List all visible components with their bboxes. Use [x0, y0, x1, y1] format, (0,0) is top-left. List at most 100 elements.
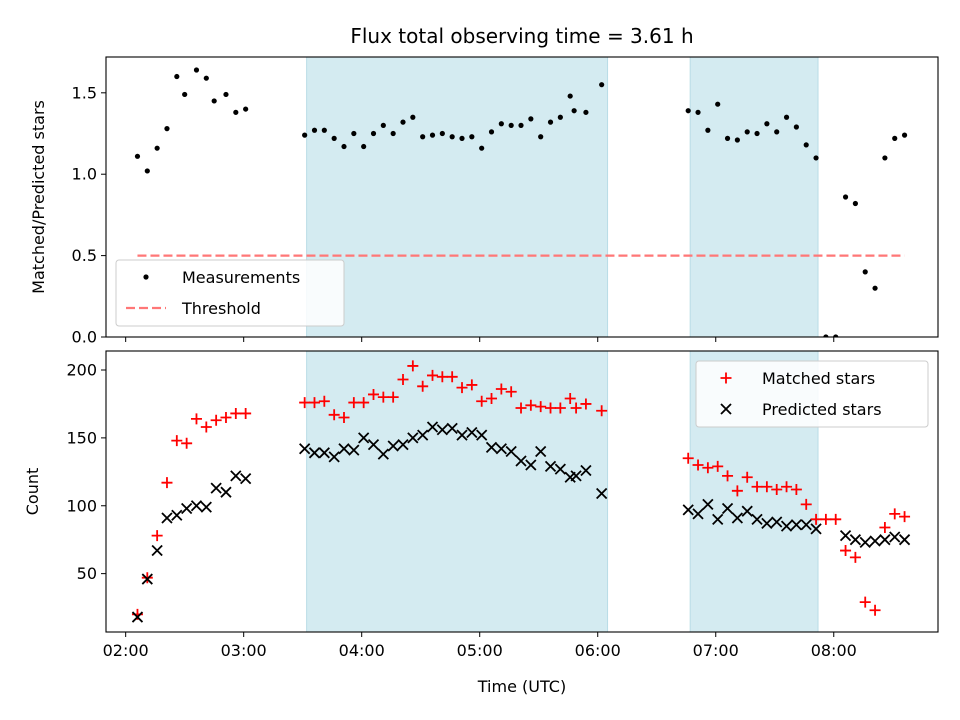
y-tick-label: 150: [66, 428, 97, 447]
data-point: [410, 114, 416, 120]
data-point: [872, 285, 878, 291]
data-point: [580, 464, 592, 477]
data-point: [722, 470, 734, 482]
data-point: [328, 409, 340, 421]
data-point: [810, 513, 822, 525]
data-point: [141, 572, 153, 584]
data-point: [761, 481, 773, 493]
data-point: [377, 448, 389, 460]
x-tick-label: 02:00: [103, 641, 149, 660]
data-point: [328, 451, 340, 463]
data-point: [479, 145, 485, 151]
y-tick-label: 0.0: [72, 328, 97, 347]
data-point: [436, 424, 448, 436]
data-point: [338, 412, 350, 424]
data-point: [400, 119, 406, 125]
data-point: [525, 399, 537, 411]
x-tick-label: 04:00: [339, 641, 385, 660]
data-point: [892, 135, 898, 141]
plot-frame: [105, 56, 939, 338]
data-point: [210, 414, 222, 426]
data-point: [505, 445, 517, 458]
data-point: [223, 91, 229, 98]
legend: Measurements Threshold: [115, 259, 345, 327]
data-point: [882, 155, 888, 161]
y-tick-label: 1.0: [72, 165, 97, 184]
data-point: [190, 500, 203, 512]
data-point: [744, 129, 750, 135]
x-tick-label: 05:00: [457, 641, 503, 660]
legend-label: Threshold: [181, 299, 261, 318]
x-tick-label: 06:00: [575, 641, 621, 660]
data-point: [466, 379, 478, 391]
data-point: [800, 519, 812, 531]
legend-box: [695, 360, 929, 428]
data-point: [380, 122, 386, 128]
data-point: [446, 371, 458, 383]
data-point: [488, 129, 495, 135]
data-point: [889, 531, 901, 543]
data-point: [862, 269, 868, 275]
data-point: [190, 413, 202, 425]
data-point: [800, 498, 812, 510]
data-point: [869, 535, 881, 547]
data-point: [367, 388, 379, 400]
data-point: [852, 200, 858, 207]
data-point: [685, 108, 691, 114]
data-point: [321, 127, 327, 133]
data-point: [780, 520, 793, 532]
y-axis-label: Matched/Predicted stars: [29, 100, 48, 294]
data-point: [141, 573, 153, 585]
data-point: [596, 405, 608, 417]
data-point: [705, 127, 711, 133]
data-point: [469, 134, 475, 140]
data-point: [331, 135, 337, 141]
data-point: [182, 91, 188, 98]
data-point: [734, 137, 740, 143]
data-point: [849, 534, 862, 546]
data-point: [210, 482, 222, 494]
data-point: [715, 101, 721, 107]
data-point: [193, 67, 200, 73]
data-point: [731, 485, 743, 497]
data-point: [308, 447, 321, 459]
data-point: [397, 374, 409, 386]
data-point: [570, 470, 582, 482]
data-point: [436, 371, 448, 383]
x-tick-label: 08:00: [811, 641, 857, 660]
data-point: [545, 402, 557, 414]
data-point: [240, 407, 252, 419]
data-point: [420, 134, 426, 140]
shaded-interval-1: [306, 56, 609, 338]
data-point: [308, 397, 320, 409]
legend: Matched stars Predicted stars: [695, 360, 929, 428]
data-point: [596, 487, 608, 500]
data-point: [131, 611, 144, 623]
data-point: [833, 334, 839, 337]
data-point: [230, 470, 242, 482]
data-point: [571, 108, 577, 114]
shaded-interval-1: [306, 350, 609, 633]
data-point: [599, 82, 605, 88]
data-point: [211, 98, 217, 104]
data-point: [840, 545, 852, 557]
data-point: [348, 444, 360, 456]
data-point: [544, 460, 557, 473]
data-point: [721, 502, 734, 515]
plot-frame: [105, 350, 939, 633]
data-point: [495, 443, 507, 455]
data-point: [869, 604, 881, 616]
data-point: [358, 397, 370, 409]
x-tick-label: 03:00: [221, 641, 267, 660]
data-point: [889, 508, 901, 520]
data-point: [774, 129, 780, 135]
data-point: [554, 402, 566, 414]
data-point: [203, 75, 209, 81]
data-point: [358, 432, 370, 444]
data-point: [243, 106, 249, 112]
data-point: [151, 544, 163, 557]
data-point: [899, 511, 911, 523]
data-point: [859, 536, 871, 549]
legend-marker: [143, 274, 149, 280]
data-point: [505, 386, 517, 398]
